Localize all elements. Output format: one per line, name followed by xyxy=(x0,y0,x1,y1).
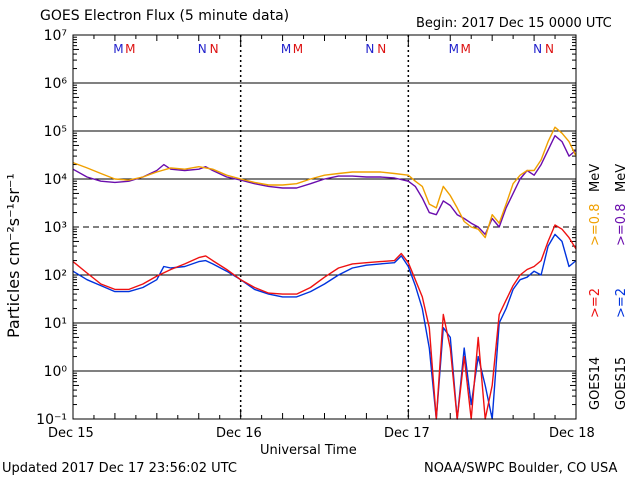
marker-label: M xyxy=(125,42,135,56)
marker-label: N xyxy=(545,42,554,56)
chart-title: GOES Electron Flux (5 minute data) xyxy=(40,8,290,24)
updated-timestamp: Updated 2017 Dec 17 23:56:02 UTC xyxy=(2,461,237,476)
marker-label: N xyxy=(533,42,542,56)
begin-time-label: Begin: 2017 Dec 15 0000 UTC xyxy=(416,16,612,31)
marker-label: M xyxy=(113,42,123,56)
x-axis-label: Universal Time xyxy=(260,443,357,458)
marker-label: M xyxy=(460,42,470,56)
plot-frame xyxy=(72,34,577,420)
legend-unit-goes15: MeV xyxy=(614,163,629,192)
marker-label: M xyxy=(281,42,291,56)
legend-unit-goes14: MeV xyxy=(588,163,603,192)
series-line xyxy=(72,134,577,236)
legend-goes15-gt2: >=2 xyxy=(614,287,629,318)
x-tick-dec15: Dec 15 xyxy=(48,426,94,441)
series-line xyxy=(72,233,577,420)
marker-label: N xyxy=(365,42,374,56)
y-tick-label: 10⁶ xyxy=(44,76,68,92)
credit-label: NOAA/SWPC Boulder, CO USA xyxy=(424,461,618,476)
y-tick-label: 10³ xyxy=(44,220,67,236)
y-tick-label: 10⁰ xyxy=(44,364,68,380)
y-tick-label: 10² xyxy=(44,268,67,284)
x-tick-dec16: Dec 16 xyxy=(216,426,262,441)
marker-label: M xyxy=(449,42,459,56)
marker-label: N xyxy=(377,42,386,56)
series-line xyxy=(72,224,577,420)
x-tick-dec17: Dec 17 xyxy=(384,426,430,441)
legend-goes14: GOES14 xyxy=(588,356,603,410)
legend-goes15: GOES15 xyxy=(614,356,629,410)
legend-goes15-gt08: >=0.8 xyxy=(614,203,629,246)
y-axis-label: Particles cm⁻²s⁻¹sr⁻¹ xyxy=(4,173,23,338)
legend-goes14-gt2: >=2 xyxy=(588,287,603,318)
y-tick-label: 10⁴ xyxy=(44,172,68,188)
marker-label: N xyxy=(210,42,219,56)
marker-label: M xyxy=(293,42,303,56)
y-tick-label: 10⁵ xyxy=(44,124,67,140)
series-line xyxy=(72,126,577,239)
y-tick-label: 10¹ xyxy=(44,316,67,332)
x-tick-dec18: Dec 18 xyxy=(549,426,595,441)
legend-goes14-gt08: >=0.8 xyxy=(588,203,603,246)
y-tick-label: 10⁻¹ xyxy=(36,412,67,428)
y-tick-label: 10⁷ xyxy=(44,28,67,44)
marker-label: N xyxy=(198,42,207,56)
